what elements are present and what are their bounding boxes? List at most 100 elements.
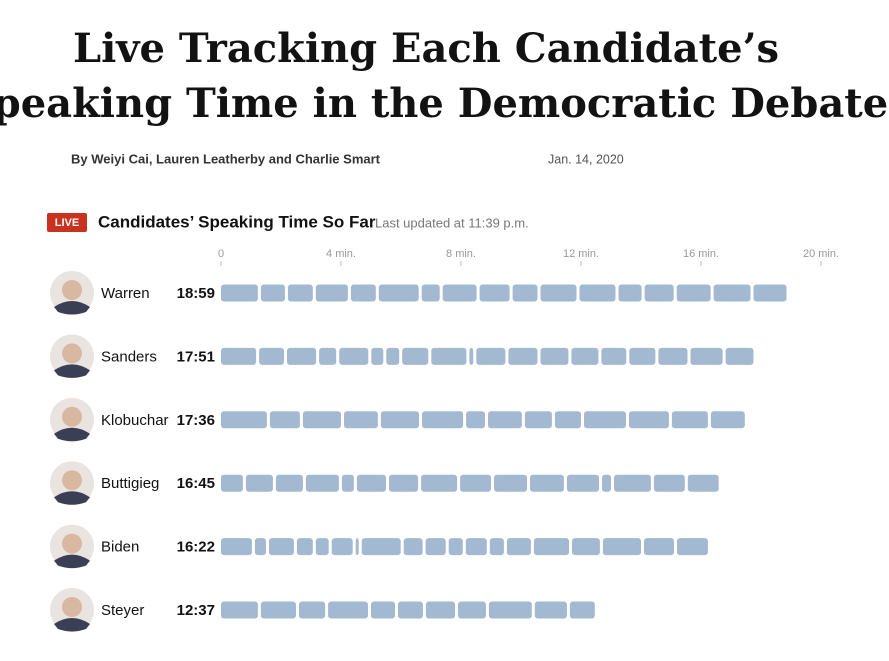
speaking-segment: [254, 538, 266, 556]
speaking-segment: [618, 284, 642, 302]
speaking-segment: [287, 284, 313, 302]
speaking-segment: [296, 538, 313, 556]
x-tick-label: 20 min.: [803, 248, 839, 260]
speaking-segment: [458, 601, 486, 619]
live-badge: [47, 213, 87, 232]
speaking-segment: [331, 538, 353, 556]
speaking-segment: [371, 347, 384, 365]
speaking-segment: [584, 411, 626, 429]
speaking-segment: [422, 411, 464, 429]
speaking-segment: [579, 284, 616, 302]
speaking-segment: [328, 601, 368, 619]
speaking-segment: [713, 284, 751, 302]
speaking-segment: [554, 411, 581, 429]
speaking-segment: [676, 284, 711, 302]
speaking-segment: [644, 538, 674, 556]
speaking-segment: [489, 538, 504, 556]
chart-title: Candidates’ Speaking Time So Far: [98, 212, 376, 231]
speaking-segment: [339, 347, 369, 365]
speaking-segment: [221, 347, 257, 365]
speaking-segment: [465, 538, 487, 556]
date: Jan. 14, 2020: [548, 152, 624, 166]
speaking-segment: [448, 538, 463, 556]
speaking-segment: [421, 284, 440, 302]
x-tick-label: 8 min.: [446, 248, 476, 260]
speaking-segment: [302, 411, 341, 429]
speaking-segment: [319, 347, 337, 365]
speaking-segment: [402, 347, 429, 365]
speaking-segment: [344, 411, 378, 429]
speaking-segment: [350, 284, 376, 302]
speaking-segment: [677, 538, 708, 556]
photo-face: [62, 470, 82, 491]
speaking-total: 17:36: [177, 412, 215, 429]
speaking-segment: [571, 347, 599, 365]
x-tick-label: 4 min.: [326, 248, 356, 260]
photo-shoulders: [54, 301, 90, 315]
speaking-segment: [378, 284, 419, 302]
candidate-name: Biden: [101, 539, 139, 556]
photo-face: [62, 597, 82, 617]
speaking-segment: [653, 474, 685, 492]
speaking-segment: [506, 538, 531, 556]
speaking-total: 18:59: [177, 285, 215, 302]
speaking-segment: [269, 411, 300, 429]
speaking-segment: [512, 284, 538, 302]
speaking-segment: [690, 347, 723, 365]
speaking-segment: [403, 538, 423, 556]
speaking-segment: [315, 284, 348, 302]
speaking-segment: [524, 411, 552, 429]
photo-face: [62, 343, 82, 364]
speaking-segment: [341, 474, 354, 492]
speaking-segment: [356, 474, 386, 492]
speaking-segment: [425, 601, 455, 619]
photo-face: [62, 533, 82, 554]
speaking-segment: [221, 474, 243, 492]
speaking-segment: [299, 601, 326, 619]
speaking-segment: [259, 347, 284, 365]
speaking-segment: [488, 601, 532, 619]
chart-subtitle: Last updated at 11:39 p.m.: [375, 215, 529, 230]
speaking-segment: [221, 284, 258, 302]
speaking-segment: [466, 411, 485, 429]
speaking-segment: [530, 474, 564, 492]
speaking-segment: [425, 538, 446, 556]
x-tick-label: 12 min.: [563, 248, 599, 260]
candidate-name: Warren: [101, 285, 150, 302]
photo-shoulders: [54, 554, 90, 569]
speaking-segment: [572, 538, 600, 556]
speaking-segment: [602, 538, 641, 556]
speaking-segment: [287, 347, 317, 365]
photo-shoulders: [54, 491, 90, 505]
speaking-segment: [569, 601, 595, 619]
candidate-name: Sanders: [101, 348, 157, 365]
speaking-segment: [305, 474, 339, 492]
x-tick-label: 0: [218, 248, 224, 260]
headline: Speaking Time in the Democratic Debate: [0, 80, 888, 127]
speaking-segment: [753, 284, 787, 302]
speaking-segment: [540, 284, 577, 302]
speaking-segment: [533, 538, 569, 556]
speaking-segment: [508, 347, 538, 365]
speaking-segment: [221, 601, 258, 619]
speaking-segment: [601, 347, 627, 365]
speaking-segment: [540, 347, 569, 365]
speaking-segment: [687, 474, 719, 492]
speaking-total: 16:45: [177, 475, 215, 492]
speaking-segment: [534, 601, 567, 619]
speaking-segment: [275, 474, 303, 492]
photo-shoulders: [54, 427, 90, 442]
photo-face: [62, 406, 82, 427]
candidate-name: Klobuchar: [101, 412, 169, 429]
speaking-segment: [629, 411, 669, 429]
candidate-name: Buttigieg: [101, 475, 159, 492]
speaking-segment: [221, 538, 252, 556]
photo-face: [62, 280, 82, 300]
speaking-total: 16:22: [177, 539, 215, 556]
speaking-segment: [671, 411, 708, 429]
speaking-segment: [361, 538, 401, 556]
x-tick-label: 16 min.: [683, 248, 719, 260]
candidate-name: Steyer: [101, 602, 144, 619]
speaking-segment: [421, 474, 458, 492]
